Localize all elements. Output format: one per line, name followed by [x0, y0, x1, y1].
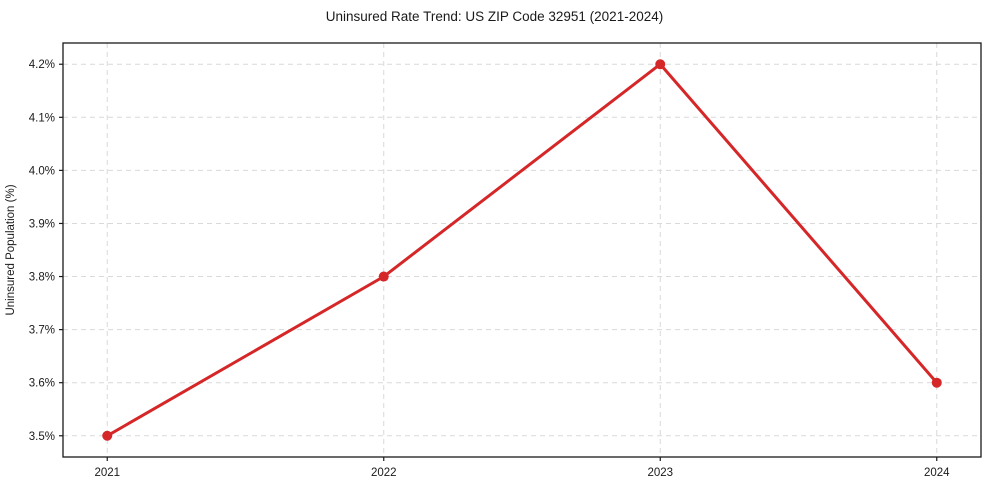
x-tick-label: 2021 — [94, 467, 120, 479]
x-tick-label: 2023 — [647, 467, 673, 479]
y-tick-label: 4.2% — [29, 59, 55, 71]
data-point-marker — [102, 430, 113, 441]
chart-title: Uninsured Rate Trend: US ZIP Code 32951 … — [325, 9, 664, 24]
y-axis-label: Uninsured Population (%) — [5, 184, 17, 315]
y-tick-label: 4.0% — [29, 165, 55, 177]
plot-border — [62, 42, 982, 458]
data-point-marker — [378, 271, 389, 282]
y-tick-label: 3.8% — [29, 272, 55, 284]
y-tick-label: 4.1% — [29, 112, 55, 124]
y-tick-label: 3.7% — [29, 325, 55, 337]
x-tick-label: 2024 — [924, 467, 950, 479]
data-point-marker — [655, 59, 666, 70]
data-point-marker — [931, 377, 942, 388]
y-tick-label: 3.5% — [29, 431, 55, 443]
y-tick-label: 3.9% — [29, 218, 55, 230]
trend-line — [105, 62, 939, 438]
x-tick-label: 2022 — [371, 467, 397, 479]
y-tick-label: 3.6% — [29, 378, 55, 390]
